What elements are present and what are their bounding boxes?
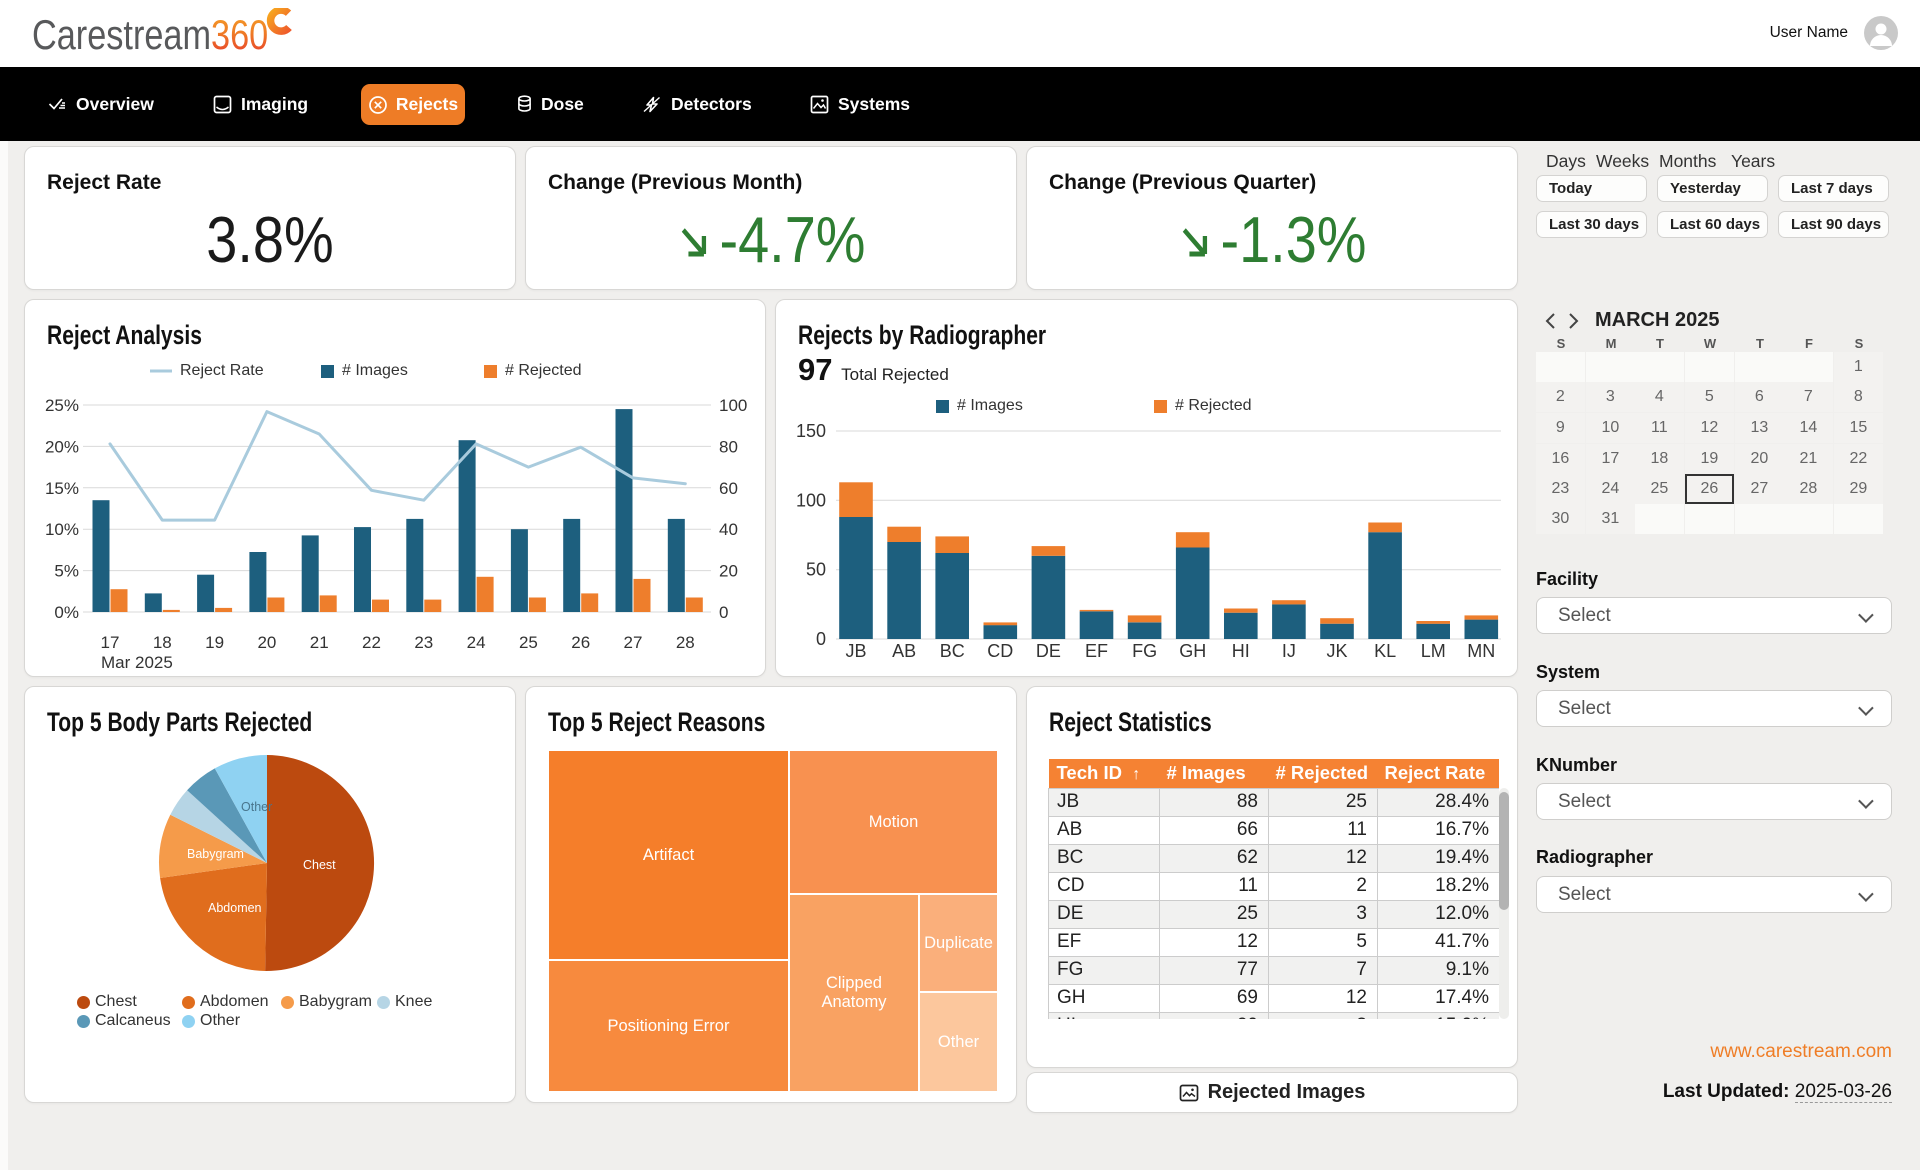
svg-text:24: 24 (467, 633, 486, 652)
svg-text:20%: 20% (45, 437, 79, 456)
svg-text:0%: 0% (54, 603, 79, 622)
svg-text:Chest: Chest (303, 858, 336, 872)
svg-text:21: 21 (310, 633, 329, 652)
svg-text:17: 17 (101, 633, 120, 652)
svg-text:15%: 15% (45, 479, 79, 498)
svg-text:100: 100 (796, 490, 826, 510)
svg-text:0: 0 (719, 603, 728, 622)
svg-text:Mar 2025: Mar 2025 (101, 653, 173, 672)
svg-text:10%: 10% (45, 520, 79, 539)
svg-text:JK: JK (1326, 641, 1347, 661)
svg-text:80: 80 (719, 437, 738, 456)
svg-text:27: 27 (624, 633, 643, 652)
svg-text:28: 28 (676, 633, 695, 652)
svg-text:EF: EF (1085, 641, 1108, 661)
svg-text:22: 22 (362, 633, 381, 652)
svg-text:50: 50 (806, 560, 826, 580)
svg-text:FG: FG (1132, 641, 1157, 661)
svg-text:60: 60 (719, 479, 738, 498)
svg-text:40: 40 (719, 520, 738, 539)
svg-text:100: 100 (719, 396, 747, 415)
svg-text:150: 150 (796, 421, 826, 441)
svg-text:LM: LM (1421, 641, 1446, 661)
svg-text:20: 20 (257, 633, 276, 652)
svg-text:DE: DE (1036, 641, 1061, 661)
svg-text:HI: HI (1232, 641, 1250, 661)
svg-text:19: 19 (205, 633, 224, 652)
svg-text:BC: BC (940, 641, 965, 661)
svg-text:0: 0 (816, 629, 826, 649)
svg-text:AB: AB (892, 641, 916, 661)
svg-text:MN: MN (1467, 641, 1495, 661)
svg-text:20: 20 (719, 562, 738, 581)
svg-text:IJ: IJ (1282, 641, 1296, 661)
svg-text:Abdomen: Abdomen (208, 901, 262, 915)
svg-text:25%: 25% (45, 396, 79, 415)
svg-text:KL: KL (1374, 641, 1396, 661)
svg-text:26: 26 (571, 633, 590, 652)
svg-text:CD: CD (987, 641, 1013, 661)
svg-text:5%: 5% (54, 562, 79, 581)
svg-text:GH: GH (1179, 641, 1206, 661)
svg-text:Babygram: Babygram (187, 847, 244, 861)
svg-text:18: 18 (153, 633, 172, 652)
svg-text:JB: JB (845, 641, 866, 661)
svg-text:23: 23 (414, 633, 433, 652)
svg-text:25: 25 (519, 633, 538, 652)
svg-text:Other: Other (241, 800, 272, 814)
